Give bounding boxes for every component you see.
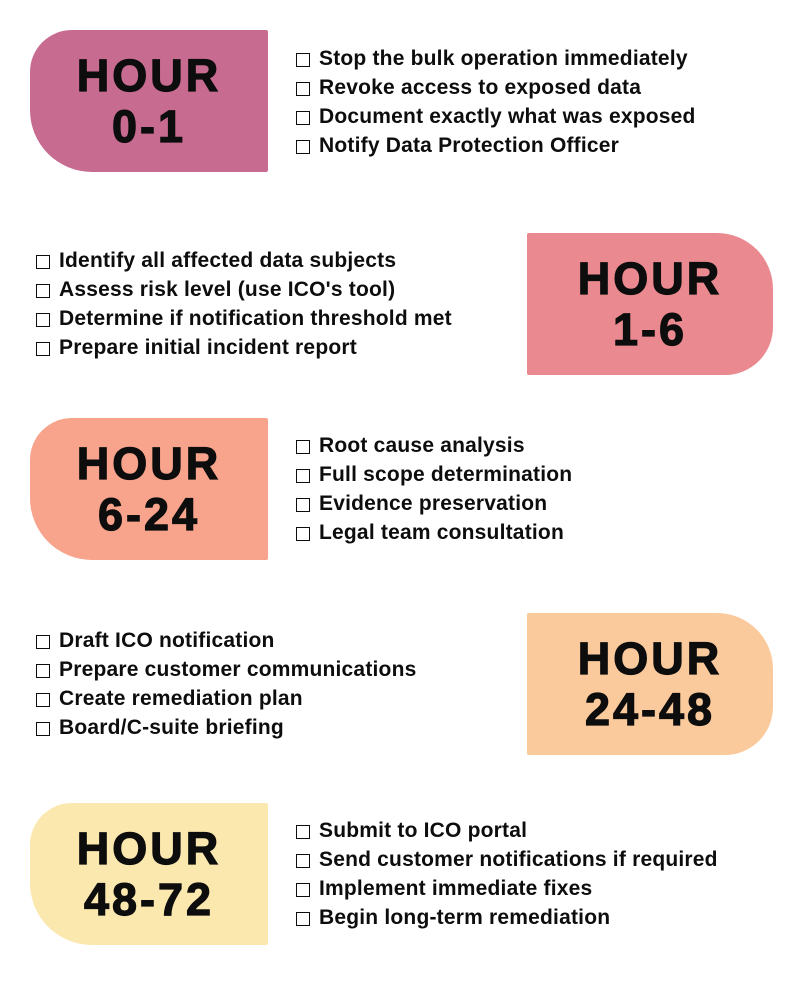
hour-badge-48-72: HOUR 48-72 <box>30 803 268 945</box>
checklist-item-label: Implement immediate fixes <box>319 877 593 900</box>
checkbox-icon <box>296 911 310 926</box>
checklist-item: Send customer notifications if required <box>296 845 718 874</box>
checklist-item: Board/C-suite briefing <box>36 713 416 742</box>
checkbox-icon <box>36 634 50 649</box>
checklist-hour-48-72: Submit to ICO portal Send customer notif… <box>296 816 718 932</box>
checklist-hour-1-6: Identify all affected data subjects Asse… <box>36 246 452 362</box>
checklist-item-label: Root cause analysis <box>319 434 525 457</box>
checklist-item: Begin long-term remediation <box>296 903 718 932</box>
checklist-item: Prepare customer communications <box>36 655 416 684</box>
checkbox-icon <box>296 81 310 96</box>
checklist-item-label: Identify all affected data subjects <box>59 249 397 272</box>
checklist-item-label: Evidence preservation <box>319 492 548 515</box>
hour-word: HOUR <box>76 437 222 489</box>
checklist-item-label: Determine if notification threshold met <box>59 307 452 330</box>
checklist-item: Document exactly what was exposed <box>296 102 696 131</box>
checklist-item-label: Submit to ICO portal <box>319 819 528 842</box>
checklist-item-label: Legal team consultation <box>319 521 564 544</box>
checkbox-icon <box>36 341 50 356</box>
hour-word: HOUR <box>76 49 222 101</box>
checklist-item-label: Begin long-term remediation <box>319 906 611 929</box>
checkbox-icon <box>36 663 50 678</box>
checklist-item: Identify all affected data subjects <box>36 246 452 275</box>
checklist-item: Create remediation plan <box>36 684 416 713</box>
checklist-item: Notify Data Protection Officer <box>296 131 696 160</box>
checkbox-icon <box>296 439 310 454</box>
checkbox-icon <box>36 312 50 327</box>
checklist-item-label: Notify Data Protection Officer <box>319 134 620 157</box>
checklist-item: Draft ICO notification <box>36 626 416 655</box>
checklist-item: Revoke access to exposed data <box>296 73 696 102</box>
hour-range: 48-72 <box>83 873 215 925</box>
checklist-item: Submit to ICO portal <box>296 816 718 845</box>
hour-word: HOUR <box>577 632 723 684</box>
checkbox-icon <box>36 283 50 298</box>
checkbox-icon <box>36 692 50 707</box>
checkbox-icon <box>296 497 310 512</box>
hour-range: 24-48 <box>584 683 716 735</box>
hour-badge-1-6: HOUR 1-6 <box>527 233 773 375</box>
checklist-item-label: Full scope determination <box>319 463 573 486</box>
checklist-item: Evidence preservation <box>296 489 572 518</box>
checklist-hour-0-1: Stop the bulk operation immediately Revo… <box>296 44 696 160</box>
checklist-hour-24-48: Draft ICO notification Prepare customer … <box>36 626 416 742</box>
checklist-item-label: Revoke access to exposed data <box>319 76 642 99</box>
checklist-item: Stop the bulk operation immediately <box>296 44 696 73</box>
checklist-item: Assess risk level (use ICO's tool) <box>36 275 452 304</box>
checkbox-icon <box>36 254 50 269</box>
checkbox-icon <box>296 882 310 897</box>
hour-range: 1-6 <box>612 303 688 355</box>
checklist-item-label: Document exactly what was exposed <box>319 105 696 128</box>
hour-word: HOUR <box>76 822 222 874</box>
hour-range: 0-1 <box>111 100 187 152</box>
hour-word: HOUR <box>577 252 723 304</box>
checklist-item: Implement immediate fixes <box>296 874 718 903</box>
checklist-item: Root cause analysis <box>296 431 572 460</box>
checkbox-icon <box>296 468 310 483</box>
checklist-item: Legal team consultation <box>296 518 572 547</box>
checklist-item-label: Prepare customer communications <box>59 658 417 681</box>
hour-badge-24-48: HOUR 24-48 <box>527 613 773 755</box>
checklist-item: Determine if notification threshold met <box>36 304 452 333</box>
checkbox-icon <box>296 853 310 868</box>
checklist-item-label: Send customer notifications if required <box>319 848 718 871</box>
checkbox-icon <box>296 526 310 541</box>
checkbox-icon <box>296 824 310 839</box>
checklist-hour-6-24: Root cause analysis Full scope determina… <box>296 431 572 547</box>
checklist-item-label: Draft ICO notification <box>59 629 275 652</box>
checkbox-icon <box>36 721 50 736</box>
checkbox-icon <box>296 139 310 154</box>
checklist-item: Prepare initial incident report <box>36 333 452 362</box>
checklist-item: Full scope determination <box>296 460 572 489</box>
checklist-item-label: Create remediation plan <box>59 687 303 710</box>
checklist-item-label: Board/C-suite briefing <box>59 716 284 739</box>
checkbox-icon <box>296 52 310 67</box>
checkbox-icon <box>296 110 310 125</box>
checklist-item-label: Stop the bulk operation immediately <box>319 47 688 70</box>
hour-range: 6-24 <box>97 488 201 540</box>
checklist-item-label: Prepare initial incident report <box>59 336 357 359</box>
hour-badge-0-1: HOUR 0-1 <box>30 30 268 172</box>
hour-badge-6-24: HOUR 6-24 <box>30 418 268 560</box>
checklist-item-label: Assess risk level (use ICO's tool) <box>59 278 396 301</box>
